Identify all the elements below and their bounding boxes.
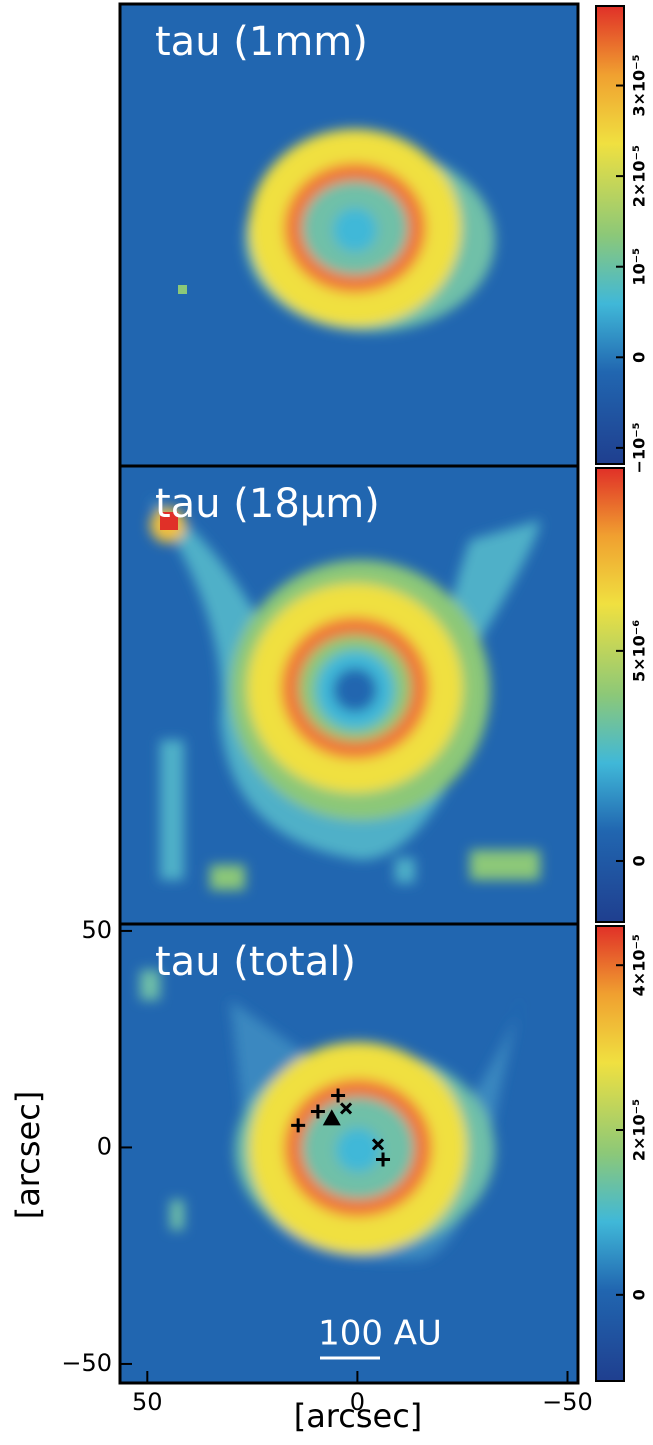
colorbar-tick-label: 2×10⁻⁵ <box>630 145 649 207</box>
y-tick-label: 0 <box>97 1132 112 1160</box>
colorbar-tick-label: 0 <box>630 855 649 866</box>
colorbar-tick-label: 0 <box>630 352 649 363</box>
colorbar-tick-label: 0 <box>630 1289 649 1300</box>
colorbar <box>596 6 624 464</box>
colorbar <box>596 468 624 922</box>
panel-title: tau (1mm) <box>155 19 368 65</box>
y-axis-label: [arcsec] <box>9 1091 47 1220</box>
panel-title: tau (total) <box>155 939 356 985</box>
colorbar-tick-label: 10⁻⁵ <box>630 248 649 286</box>
y-tick-label: −50 <box>61 1349 112 1377</box>
colorbar-tick-label: −10⁻⁵ <box>630 422 649 473</box>
figure: 100 AU [arcsec] [arcsec] tau (1mm)−10⁻⁵0… <box>0 0 653 1441</box>
heatmap-image <box>120 466 578 924</box>
colorbar-tick-label: 5×10⁻⁶ <box>630 620 649 682</box>
colorbar <box>596 926 624 1381</box>
annotation: 100 AU <box>318 1314 442 1354</box>
x-tick-label: 50 <box>132 1388 163 1416</box>
heatmap-image <box>120 4 578 466</box>
colorbar-tick-label: 4×10⁻⁵ <box>630 934 649 996</box>
colorbar-tick-label: 2×10⁻⁵ <box>630 1099 649 1161</box>
panel-title: tau (18μm) <box>155 481 380 527</box>
colorbar-tick-label: 3×10⁻⁵ <box>630 54 649 116</box>
x-tick-label: −50 <box>542 1388 593 1416</box>
x-tick-label: 0 <box>350 1388 365 1416</box>
page: {"chart_data": [ {"type": "heatmap", "ti… <box>0 0 653 1445</box>
y-tick-label: 50 <box>81 916 112 944</box>
